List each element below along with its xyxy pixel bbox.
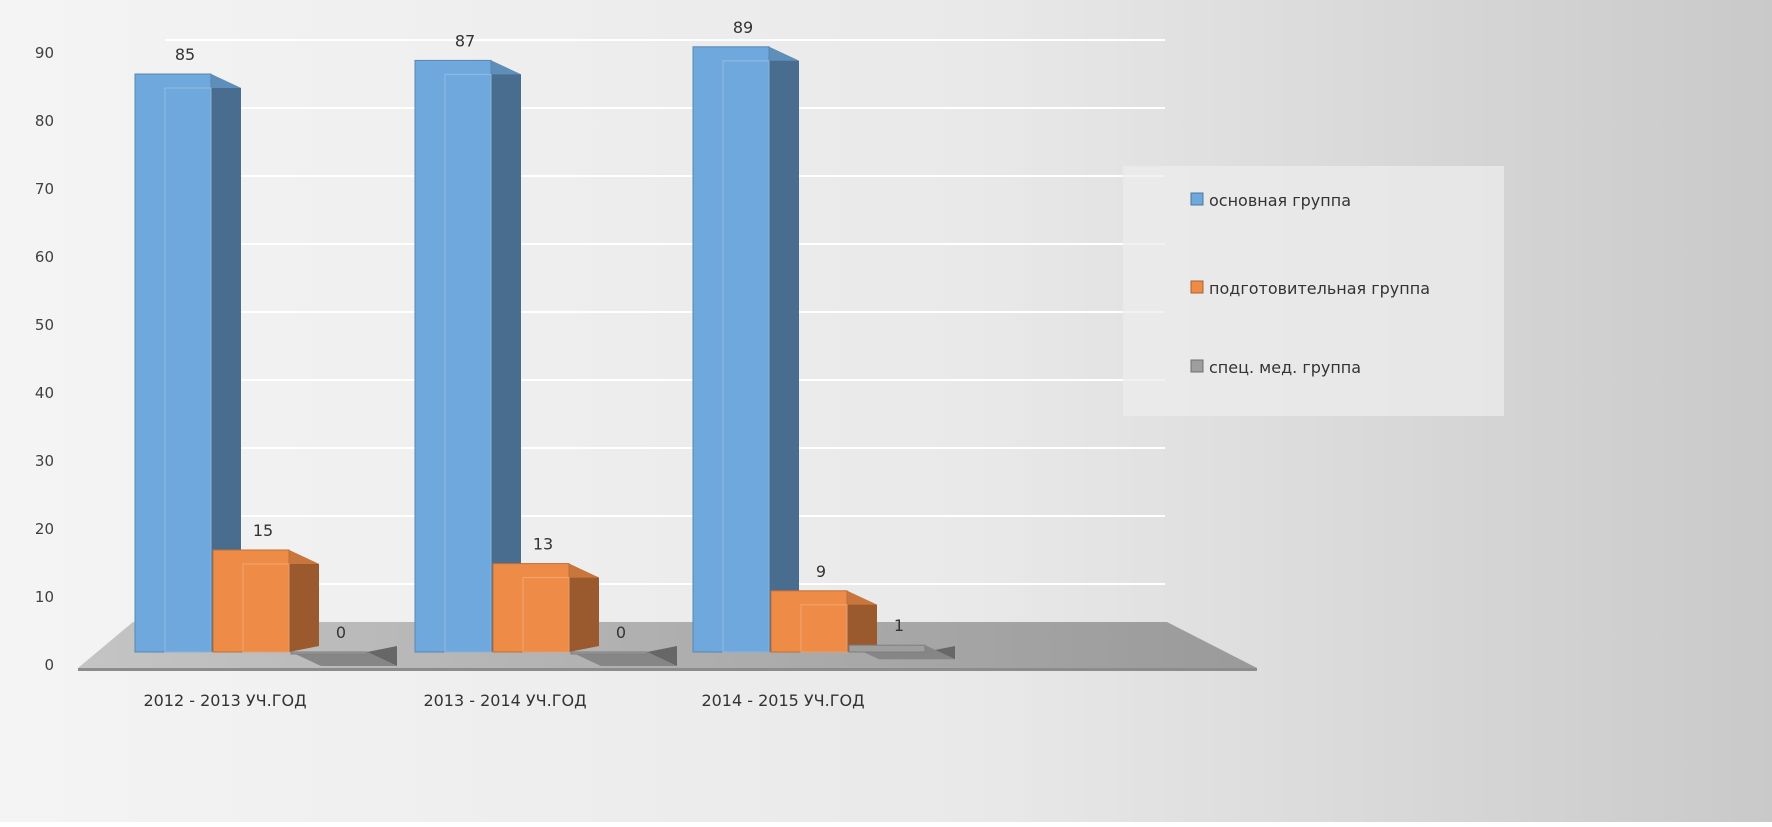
bar-highlight — [522, 577, 570, 653]
y-tick-label: 0 — [44, 656, 54, 674]
x-tick-label: 2012 - 2013 УЧ.ГОД — [143, 691, 306, 710]
y-tick-label: 20 — [35, 520, 54, 538]
legend-swatch — [1190, 359, 1204, 373]
bar-front — [692, 46, 770, 653]
x-tick-label: 2014 - 2015 УЧ.ГОД — [701, 691, 864, 710]
data-label: 0 — [336, 623, 346, 642]
bar-front — [848, 644, 926, 653]
bar-front — [414, 59, 492, 653]
bar — [848, 644, 955, 660]
bar-side — [847, 590, 877, 652]
bar-highlight — [164, 87, 212, 653]
y-tick-label: 10 — [35, 588, 54, 606]
legend-swatch — [1190, 280, 1204, 294]
bar-front — [212, 549, 290, 653]
bar — [492, 563, 599, 653]
bar-side — [647, 646, 677, 666]
bar-front — [492, 563, 570, 653]
bar — [570, 646, 677, 666]
bar — [212, 549, 319, 653]
y-tick-label: 80 — [35, 112, 54, 130]
y-tick-label: 90 — [35, 44, 54, 62]
data-label: 87 — [455, 31, 475, 50]
bar — [414, 59, 521, 653]
legend-label: подготовительная группа — [1209, 279, 1430, 298]
y-tick-label: 60 — [35, 248, 54, 266]
legend-swatch — [1190, 192, 1204, 206]
y-tick-label: 40 — [35, 384, 54, 402]
data-label: 13 — [533, 535, 553, 554]
data-label: 0 — [616, 623, 626, 642]
data-label: 89 — [733, 18, 753, 37]
y-tick-label: 50 — [35, 316, 54, 334]
bar-highlight — [722, 60, 770, 653]
bar-front — [134, 73, 212, 653]
bar-side — [769, 46, 799, 653]
chart-floor-edge — [78, 668, 1257, 671]
data-label: 1 — [894, 616, 904, 635]
bar-side — [367, 646, 397, 666]
bar-side — [569, 563, 599, 652]
x-tick-label: 2013 - 2014 УЧ.ГОД — [423, 691, 586, 710]
bar — [770, 590, 877, 653]
legend-label: основная группа — [1209, 191, 1351, 210]
bar-highlight — [444, 73, 492, 653]
bar-highlight — [800, 604, 848, 653]
y-tick-label: 30 — [35, 452, 54, 470]
bar-front — [290, 651, 368, 655]
bar-side — [289, 550, 319, 652]
y-tick-label: 70 — [35, 180, 54, 198]
legend-label: спец. мед. группа — [1209, 358, 1361, 377]
bar — [692, 46, 799, 653]
bar-top — [291, 652, 397, 666]
legend-box — [1123, 166, 1504, 416]
bar — [290, 646, 397, 666]
bar-side — [491, 60, 521, 652]
bar-front — [770, 590, 848, 653]
data-label: 15 — [253, 521, 273, 540]
bar-side — [211, 74, 241, 652]
bar-highlight — [242, 563, 290, 653]
bar-top — [571, 652, 677, 666]
bar — [134, 73, 241, 653]
data-label: 9 — [816, 562, 826, 581]
bar-front — [570, 651, 648, 655]
data-label: 85 — [175, 45, 195, 64]
